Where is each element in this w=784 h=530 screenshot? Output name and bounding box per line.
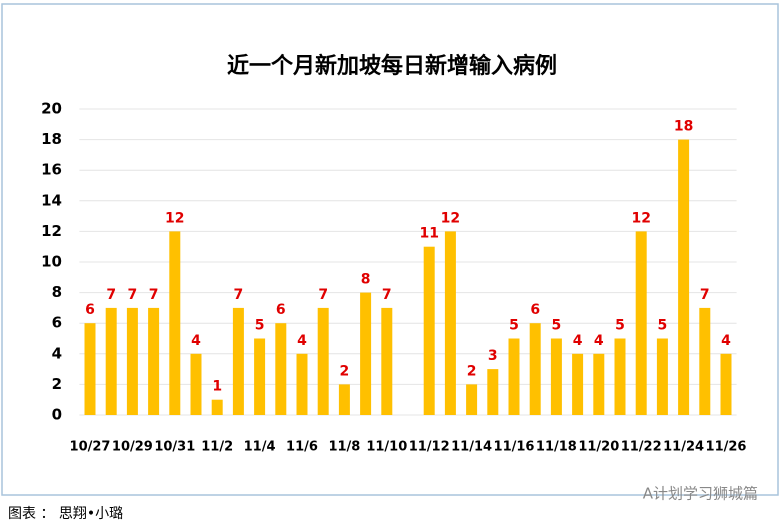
x-tick-label: 11/4 (244, 440, 276, 455)
x-tick-label: 11/2 (201, 440, 233, 455)
x-tick-label: 10/31 (154, 440, 195, 455)
bar (296, 353, 308, 415)
value-label: 7 (318, 287, 328, 303)
x-tick-label: 11/26 (706, 440, 747, 455)
bar (444, 231, 456, 415)
x-tick-label: 11/6 (286, 440, 318, 455)
bar (360, 292, 372, 415)
bar (699, 307, 711, 415)
value-label: 5 (509, 318, 519, 334)
bar (678, 139, 690, 415)
bar (572, 353, 584, 415)
y-tick-label: 0 (52, 406, 62, 424)
y-tick-label: 16 (41, 161, 62, 179)
value-label: 3 (488, 348, 498, 364)
y-tick-label: 14 (41, 191, 62, 209)
value-label: 18 (674, 119, 693, 135)
bar (423, 246, 435, 415)
value-label: 5 (658, 318, 668, 334)
y-tick-label: 8 (52, 283, 62, 301)
value-label: 7 (128, 287, 138, 303)
bar (232, 307, 244, 415)
value-label: 7 (700, 287, 710, 303)
x-tick-label: 10/27 (70, 440, 111, 455)
value-label: 12 (165, 210, 184, 226)
value-label: 6 (530, 302, 540, 318)
y-tick-label: 2 (52, 375, 62, 393)
value-label: 5 (552, 318, 562, 334)
bar (381, 307, 393, 415)
value-label: 4 (594, 333, 604, 349)
bar (190, 353, 202, 415)
watermark: A计划学习狮城篇 (643, 485, 758, 503)
bar (550, 338, 562, 415)
value-label: 7 (234, 287, 244, 303)
value-label: 4 (573, 333, 583, 349)
bar (338, 384, 350, 415)
value-label: 5 (255, 318, 265, 334)
x-tick-label: 11/16 (494, 440, 535, 455)
value-label: 4 (297, 333, 307, 349)
x-tick-label: 11/18 (536, 440, 577, 455)
y-tick-label: 4 (52, 344, 62, 362)
bar (614, 338, 626, 415)
bar (254, 338, 266, 415)
bar (317, 307, 329, 415)
value-label: 4 (721, 333, 731, 349)
value-label: 7 (149, 287, 159, 303)
value-label: 6 (85, 302, 95, 318)
x-tick-label: 11/12 (409, 440, 450, 455)
bar (275, 323, 287, 415)
value-label: 8 (361, 272, 371, 288)
value-label: 12 (631, 210, 650, 226)
bar (635, 231, 647, 415)
bar (656, 338, 668, 415)
value-label: 12 (441, 210, 460, 226)
bar (720, 353, 732, 415)
bar (169, 231, 181, 415)
value-label: 6 (276, 302, 286, 318)
bar (105, 307, 117, 415)
bar (529, 323, 541, 415)
bar (84, 323, 96, 415)
x-tick-label: 11/24 (663, 440, 704, 455)
y-tick-label: 20 (41, 100, 62, 118)
x-tick-label: 11/8 (328, 440, 360, 455)
value-label: 11 (419, 226, 438, 242)
bar (508, 338, 520, 415)
x-tick-label: 11/22 (621, 440, 662, 455)
x-tick-label: 11/20 (578, 440, 619, 455)
value-label: 7 (382, 287, 392, 303)
x-tick-label: 10/29 (112, 440, 153, 455)
y-tick-label: 10 (41, 253, 62, 271)
value-label: 2 (467, 363, 477, 379)
y-tick-label: 18 (41, 130, 62, 148)
y-tick-label: 6 (52, 314, 62, 332)
y-tick-label: 12 (41, 222, 62, 240)
value-label: 5 (615, 318, 625, 334)
bar (466, 384, 478, 415)
chart-title: 近一个月新加坡每日新增输入病例 (227, 53, 557, 79)
value-label: 7 (106, 287, 116, 303)
source: 图表 ： 思翔•小璐 (8, 506, 123, 522)
value-label: 1 (212, 379, 222, 395)
bar (487, 369, 499, 415)
value-label: 4 (191, 333, 201, 349)
bar (126, 307, 138, 415)
value-label: 2 (340, 363, 350, 379)
bar (148, 307, 160, 415)
x-tick-label: 11/14 (451, 440, 492, 455)
bar (593, 353, 605, 415)
bar (211, 399, 223, 415)
x-tick-label: 11/10 (366, 440, 407, 455)
